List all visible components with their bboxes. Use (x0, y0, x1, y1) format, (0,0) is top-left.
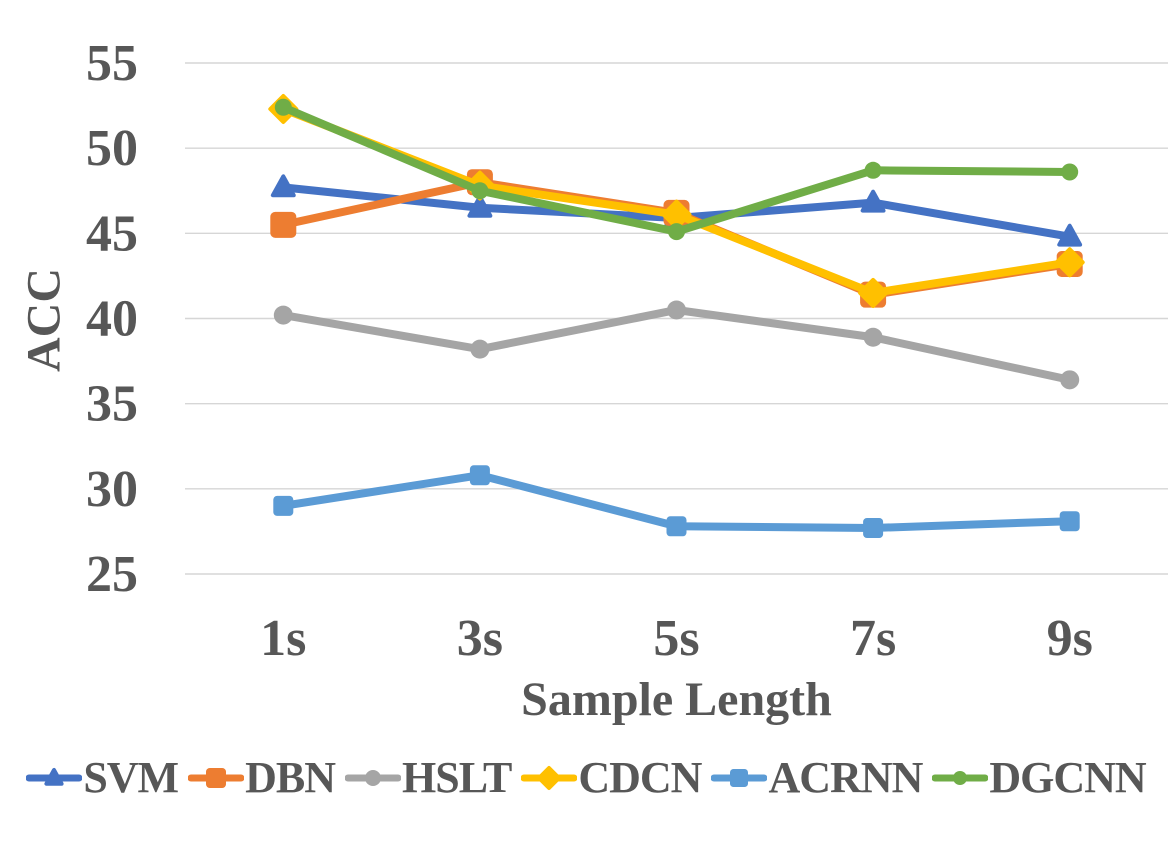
legend-glyph-SVM (44, 767, 64, 786)
legend-marker-SVM (26, 767, 83, 786)
data-point-HSLT-7s (863, 327, 883, 347)
legend-label-ACRNN: ACRNN (768, 753, 923, 802)
legend-label-DGCNN: DGCNN (989, 753, 1146, 802)
data-point-SVM-9s (1057, 223, 1083, 247)
data-point-ACRNN-1s (273, 495, 294, 516)
x-tick-label: 7s (850, 610, 896, 667)
legend-marker-CDCN (521, 765, 578, 790)
x-tick-label: 5s (653, 610, 699, 667)
legend-item-DBN: DBN (188, 752, 336, 803)
data-point-DGCNN-5s (668, 223, 685, 241)
legend-item-SVM: SVM (26, 752, 179, 803)
data-point-SVM-7s (860, 189, 886, 213)
legend-label-DBN: DBN (245, 753, 336, 802)
data-point-DGCNN-3s (471, 182, 489, 200)
data-point-HSLT-9s (1060, 370, 1080, 390)
data-point-ACRNN-7s (863, 518, 884, 539)
legend: SVM DBN HSLT CDCN ACRNN DGCNN (0, 752, 1172, 803)
legend-marker-DGCNN (932, 770, 989, 785)
data-point-DGCNN-1s (274, 98, 292, 116)
data-point-ACRNN-9s (1059, 511, 1080, 532)
data-point-DGCNN-7s (864, 161, 882, 179)
legend-glyph-CDCN (537, 765, 562, 790)
y-tick-label: 25 (86, 546, 138, 603)
series-line-HSLT (279, 305, 1074, 384)
legend-item-DGCNN: DGCNN (932, 752, 1147, 803)
legend-item-ACRNN: ACRNN (711, 752, 923, 803)
y-tick-label: 45 (86, 205, 138, 262)
legend-item-HSLT: HSLT (345, 752, 512, 803)
data-point-ACRNN-3s (469, 465, 490, 486)
legend-label-SVM: SVM (83, 753, 179, 802)
data-point-SVM-1s (270, 174, 296, 198)
legend-item-CDCN: CDCN (521, 752, 702, 803)
legend-glyph-ACRNN (730, 768, 749, 787)
legend-marker-HSLT (345, 769, 401, 786)
y-tick-label: 50 (86, 120, 138, 177)
data-point-HSLT-3s (470, 339, 490, 359)
y-tick-label: 40 (86, 291, 138, 348)
y-axis-title: ACC (17, 268, 71, 372)
legend-glyph-DGCNN (953, 770, 968, 785)
legend-marker-DBN (188, 767, 245, 788)
y-tick-label: 35 (86, 376, 138, 433)
x-tick-label: 1s (260, 610, 306, 667)
y-tick-label: 30 (86, 461, 138, 518)
legend-label-CDCN: CDCN (578, 753, 702, 802)
data-point-HSLT-5s (667, 300, 686, 320)
legend-marker-ACRNN (711, 768, 768, 787)
data-point-HSLT-1s (273, 305, 293, 325)
data-point-ACRNN-5s (666, 516, 687, 537)
x-axis-title: Sample Length (521, 673, 832, 726)
data-point-DGCNN-9s (1061, 163, 1079, 181)
data-point-SVM-3s (467, 194, 493, 218)
legend-glyph-DBN (206, 767, 227, 788)
x-tick-label: 9s (1047, 610, 1093, 667)
legend-label-HSLT: HSLT (402, 753, 512, 802)
data-point-CDCN-9s (1054, 247, 1085, 278)
y-tick-label: 55 (86, 35, 138, 92)
data-point-DBN-1s (270, 211, 297, 238)
x-tick-label: 3s (457, 610, 503, 667)
legend-glyph-HSLT (365, 769, 381, 786)
data-point-CDCN-7s (858, 277, 889, 308)
